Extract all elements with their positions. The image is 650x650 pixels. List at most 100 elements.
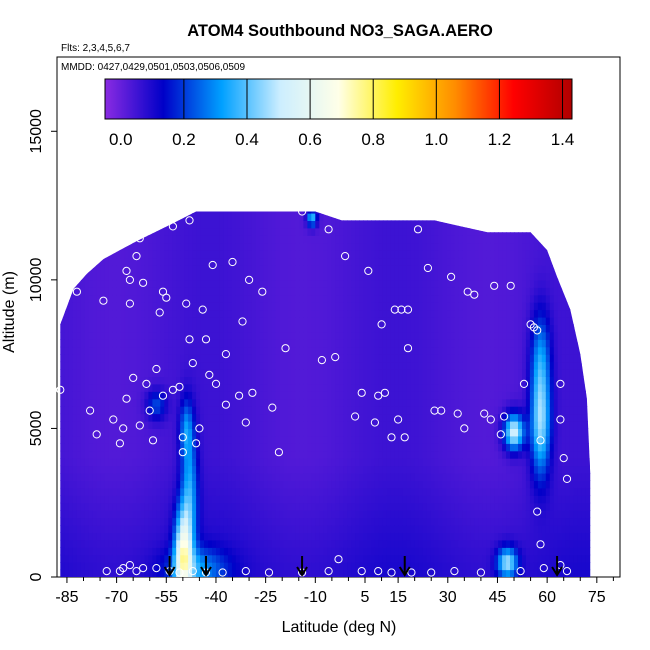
field-cell xyxy=(319,406,324,415)
field-cell xyxy=(299,532,304,541)
field-cell xyxy=(61,421,66,429)
field-cell xyxy=(347,220,352,229)
field-cell xyxy=(410,317,416,325)
field-cell xyxy=(406,443,412,452)
field-cell xyxy=(212,421,217,429)
field-cell xyxy=(331,383,336,392)
field-cell xyxy=(378,398,384,407)
field-cell xyxy=(347,361,352,370)
field-cell xyxy=(120,220,126,229)
field-cell xyxy=(263,220,269,229)
field-cell xyxy=(323,272,328,281)
field-cell xyxy=(108,495,114,504)
field-cell xyxy=(422,569,428,577)
field-cell xyxy=(227,465,233,474)
field-cell xyxy=(386,473,392,481)
field-cell xyxy=(60,265,62,273)
field-cell xyxy=(243,213,249,221)
field-cell xyxy=(156,220,161,229)
field-cell xyxy=(263,294,269,303)
field-cell xyxy=(96,346,102,355)
field-cell xyxy=(219,421,225,429)
field-cell xyxy=(208,495,213,504)
field-cell xyxy=(319,294,324,303)
field-cell xyxy=(68,398,74,407)
field-cell xyxy=(323,413,328,422)
field-cell xyxy=(96,502,102,511)
field-cell xyxy=(92,465,98,474)
field-cell xyxy=(76,287,82,296)
field-cell xyxy=(279,465,285,474)
field-cell xyxy=(88,302,94,311)
field-cell xyxy=(307,294,312,303)
field-cell xyxy=(68,539,74,548)
field-cell xyxy=(212,443,217,452)
field-cell xyxy=(96,220,102,229)
field-cell xyxy=(422,465,428,474)
field-cell xyxy=(212,294,217,303)
field-cell xyxy=(406,421,412,429)
field-cell xyxy=(287,480,293,489)
field-cell xyxy=(204,413,209,422)
field-cell xyxy=(128,473,134,481)
field-cell xyxy=(251,554,257,563)
field-cell xyxy=(371,331,376,340)
field-cell xyxy=(259,294,265,303)
field-cell xyxy=(235,428,241,437)
field-cell xyxy=(292,198,297,206)
field-cell xyxy=(104,532,110,541)
field-cell xyxy=(100,443,106,452)
field-cell xyxy=(390,361,396,370)
field-cell xyxy=(398,294,404,303)
field-cell xyxy=(200,562,205,571)
field-cell xyxy=(192,287,197,296)
field-cell xyxy=(406,369,412,377)
field-cell xyxy=(168,510,173,519)
field-cell xyxy=(168,547,173,556)
field-cell xyxy=(168,450,173,459)
field-cell xyxy=(291,473,297,481)
field-cell xyxy=(136,265,142,273)
field-cell xyxy=(144,339,149,348)
field-cell xyxy=(100,354,106,363)
field-cell xyxy=(192,220,197,229)
field-cell xyxy=(295,435,300,444)
field-cell xyxy=(339,554,344,563)
field-cell xyxy=(402,383,408,392)
field-cell xyxy=(303,287,308,296)
field-cell xyxy=(160,279,165,288)
field-cell xyxy=(355,235,360,244)
field-cell xyxy=(200,413,205,422)
field-cell xyxy=(343,257,348,266)
field-cell xyxy=(402,257,408,266)
field-cell xyxy=(168,458,173,467)
field-cell xyxy=(192,294,197,303)
field-cell xyxy=(132,569,138,577)
field-cell xyxy=(104,309,110,318)
field-cell xyxy=(144,302,149,311)
field-cell xyxy=(271,287,277,296)
field-cell xyxy=(303,443,308,452)
field-cell xyxy=(406,510,412,519)
field-cell xyxy=(208,279,213,288)
field-cell xyxy=(196,547,201,556)
field-cell xyxy=(378,331,384,340)
field-cell xyxy=(176,369,181,377)
field-cell xyxy=(311,302,316,311)
field-cell xyxy=(402,220,408,229)
field-cell xyxy=(275,435,281,444)
field-cell xyxy=(434,510,440,519)
field-cell xyxy=(140,487,146,496)
field-cell xyxy=(426,220,432,229)
field-cell xyxy=(374,539,380,548)
field-cell xyxy=(434,428,440,437)
field-cell xyxy=(223,272,229,281)
field-cell xyxy=(414,428,420,437)
field-cell xyxy=(60,213,62,221)
field-cell xyxy=(152,532,157,541)
field-cell xyxy=(208,510,213,519)
field-cell xyxy=(279,569,285,577)
field-cell xyxy=(80,257,86,266)
field-cell xyxy=(60,487,62,496)
field-cell xyxy=(434,495,440,504)
